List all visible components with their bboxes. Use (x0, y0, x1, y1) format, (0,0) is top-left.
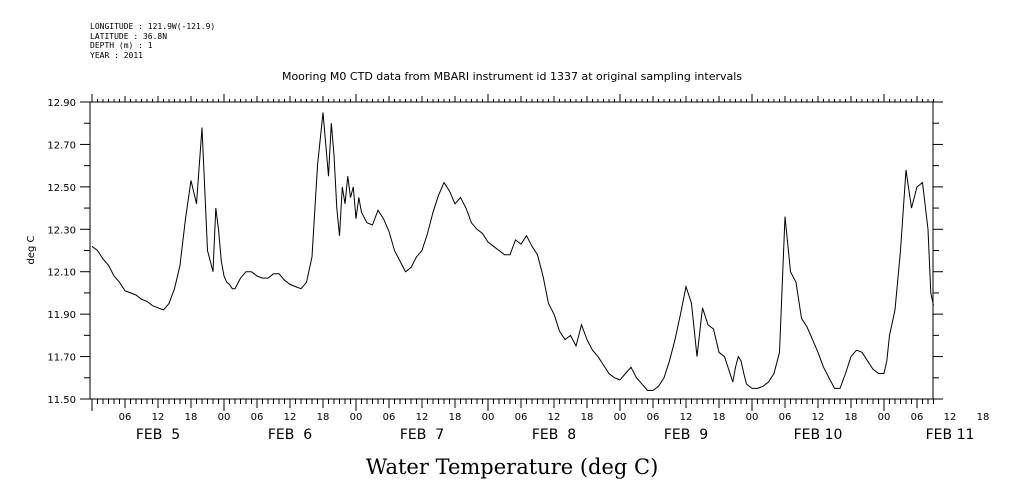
x-tick-label: 18 (581, 412, 594, 423)
x-tick-label: 12 (548, 412, 561, 423)
x-tick-label: 12 (152, 412, 165, 423)
y-tick-label: 11.50 (47, 395, 76, 406)
x-tick-label: 00 (218, 412, 231, 423)
chart-title: Mooring M0 CTD data from MBARI instrumen… (282, 70, 742, 83)
metadata-block: LONGITUDE : 121.9W(-121.9) LATITUDE : 36… (90, 22, 215, 60)
x-tick-label: 12 (944, 412, 957, 423)
x-tick-label: 06 (119, 412, 132, 423)
y-tick-label: 12.10 (47, 268, 76, 279)
day-label: FEB 8 (532, 427, 576, 443)
bottom-title: Water Temperature (deg C) (366, 455, 659, 479)
x-tick-label: 00 (878, 412, 891, 423)
y-tick-label: 11.90 (47, 310, 76, 321)
x-tick-label: 06 (251, 412, 264, 423)
y-tick-label: 12.50 (47, 183, 76, 194)
y-axis: 11.50 11.70 11.90 12.10 12.30 12.50 12.70 12.90 (47, 98, 943, 406)
x-tick-label: 00 (614, 412, 627, 423)
y-tick-label: 12.90 (47, 98, 76, 109)
day-label: FEB 5 (136, 427, 180, 443)
x-tick-label: 12 (284, 412, 297, 423)
x-tick-label: 06 (911, 412, 924, 423)
day-label: FEB 7 (400, 427, 444, 443)
day-label: FEB 6 (268, 427, 312, 443)
x-tick-label: 18 (317, 412, 330, 423)
x-tick-label: 06 (515, 412, 528, 423)
temperature-series-line (91, 112, 934, 391)
y-tick-label: 12.70 (47, 140, 76, 151)
y-axis-label: deg C (26, 235, 37, 264)
x-tick-label: 06 (383, 412, 396, 423)
x-tick-label: 12 (680, 412, 693, 423)
x-tick-label: 18 (845, 412, 858, 423)
x-tick-label: 12 (812, 412, 825, 423)
latitude-text: LATITUDE : 36.8N (90, 31, 168, 41)
x-axis: 06 12 18 00 06 12 18 00 06 12 18 00 06 12 18 00 06 12 18 00… (91, 94, 990, 443)
x-tick-label: 18 (713, 412, 726, 423)
y-tick-label: 12.30 (47, 225, 76, 236)
x-tick-label: 00 (350, 412, 363, 423)
x-tick-label: 18 (977, 412, 990, 423)
day-label: FEB 9 (664, 427, 708, 443)
day-label: FEB 10 (794, 427, 843, 443)
longitude-text: LONGITUDE : 121.9W(-121.9) (90, 22, 216, 31)
x-tick-label: 00 (746, 412, 759, 423)
x-tick-label: 00 (482, 412, 495, 423)
x-tick-label: 18 (185, 412, 198, 423)
y-tick-label: 11.70 (47, 353, 76, 364)
x-tick-label: 18 (449, 412, 462, 423)
depth-text: DEPTH (m) : 1 (90, 41, 153, 50)
x-tick-label: 06 (779, 412, 792, 423)
year-text: YEAR : 2011 (90, 50, 143, 60)
x-tick-label: 06 (647, 412, 660, 423)
day-label: FEB 11 (926, 427, 975, 443)
x-tick-label: 12 (416, 412, 429, 423)
